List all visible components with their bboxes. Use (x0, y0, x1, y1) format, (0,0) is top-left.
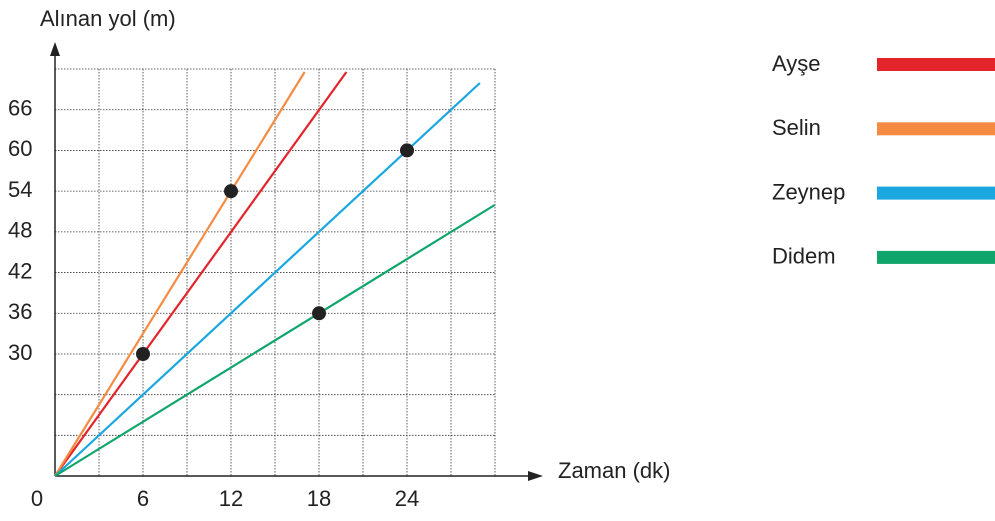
legend-label: Zeynep (772, 179, 845, 204)
legend-swatch (877, 186, 995, 200)
series-line (54, 312, 320, 477)
line-extension (142, 71, 348, 355)
data-point (400, 143, 414, 158)
x-tick-label: 0 (31, 486, 43, 511)
y-tick-label: 36 (8, 299, 32, 324)
line-extension (406, 82, 481, 152)
legend-label: Ayşe (772, 51, 821, 76)
legend-swatch (877, 58, 995, 71)
y-tick-label: 60 (8, 136, 32, 161)
y-axis-label: Alınan yol (m) (40, 6, 176, 31)
x-tick-label: 18 (307, 486, 331, 511)
series-line (54, 149, 408, 477)
legend-swatch (877, 250, 995, 264)
x-tick-label: 24 (395, 486, 419, 511)
y-tick-label: 48 (8, 218, 32, 243)
x-tick-label: 12 (219, 486, 243, 511)
line-extension (230, 71, 306, 192)
x-tick-label: 6 (137, 486, 149, 511)
x-axis-label: Zaman (dk) (558, 458, 670, 483)
y-tick-label: 30 (8, 340, 32, 365)
data-point (136, 347, 150, 361)
series-line (54, 353, 144, 477)
y-tick-label: 54 (8, 177, 32, 202)
line-extension (318, 204, 496, 315)
data-point (312, 306, 326, 321)
y-tick-label: 66 (8, 96, 32, 121)
legend-swatch (877, 122, 995, 136)
y-axis-arrow (50, 42, 60, 56)
legend-label: Didem (772, 244, 836, 269)
data-point (224, 184, 238, 199)
series-line (54, 190, 232, 477)
y-tick-label: 42 (8, 258, 32, 283)
x-axis-arrow (528, 471, 543, 481)
legend-label: Selin (772, 115, 821, 140)
